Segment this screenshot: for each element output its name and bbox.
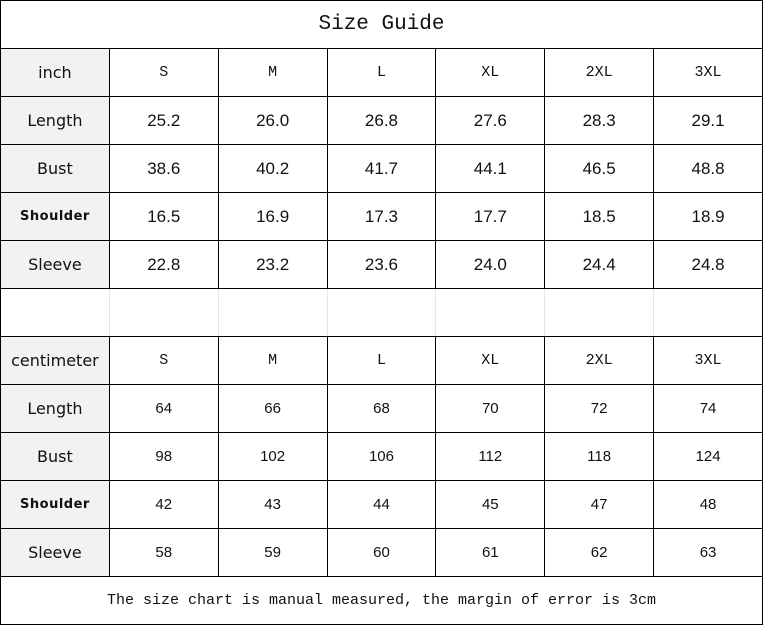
size-header: 2XL: [544, 48, 655, 97]
measurement-note: The size chart is manual measured, the m…: [0, 576, 763, 625]
size-header: L: [326, 336, 437, 385]
measurement-cell: 112: [435, 432, 546, 481]
measurement-cell: 18.9: [653, 192, 763, 241]
table-row: Bust 38.6 40.2 41.7 44.1 46.5 48.8: [0, 144, 763, 193]
measurement-cell: 17.7: [435, 192, 546, 241]
size-header: M: [217, 336, 328, 385]
table-row: Length 25.2 26.0 26.8 27.6 28.3 29.1: [0, 96, 763, 145]
measurement-cell: 72: [544, 384, 655, 433]
measurement-cell: 124: [653, 432, 763, 481]
measurement-cell: 74: [653, 384, 763, 433]
measurement-cell: 98: [108, 432, 219, 481]
measurement-cell: 68: [326, 384, 437, 433]
measurement-cell: 24.4: [544, 240, 655, 289]
measurement-cell: 43: [217, 480, 328, 529]
unit-label: inch: [0, 48, 110, 97]
table-row: Shoulder 16.5 16.9 17.3 17.7 18.5 18.9: [0, 192, 763, 241]
row-label: Shoulder: [0, 480, 110, 529]
measurement-cell: 48.8: [653, 144, 763, 193]
measurement-cell: 46.5: [544, 144, 655, 193]
measurement-cell: 38.6: [108, 144, 219, 193]
size-header: S: [108, 336, 219, 385]
row-label: Bust: [0, 144, 110, 193]
measurement-cell: 28.3: [544, 96, 655, 145]
empty-cell: [108, 288, 219, 337]
size-header: 3XL: [653, 336, 763, 385]
measurement-cell: 44.1: [435, 144, 546, 193]
note-row: The size chart is manual measured, the m…: [0, 576, 763, 625]
measurement-cell: 66: [217, 384, 328, 433]
measurement-cell: 40.2: [217, 144, 328, 193]
row-label: Bust: [0, 432, 110, 481]
table-row: Sleeve 58 59 60 61 62 63: [0, 528, 763, 577]
measurement-cell: 41.7: [326, 144, 437, 193]
measurement-cell: 59: [217, 528, 328, 577]
measurement-cell: 16.5: [108, 192, 219, 241]
measurement-cell: 63: [653, 528, 763, 577]
measurement-cell: 62: [544, 528, 655, 577]
row-label: Length: [0, 384, 110, 433]
inch-header-row: inch S M L XL 2XL 3XL: [0, 48, 763, 97]
measurement-cell: 64: [108, 384, 219, 433]
empty-cell: [653, 288, 763, 337]
table-row: Length 64 66 68 70 72 74: [0, 384, 763, 433]
measurement-cell: 70: [435, 384, 546, 433]
measurement-cell: 29.1: [653, 96, 763, 145]
measurement-cell: 61: [435, 528, 546, 577]
table-row: Shoulder 42 43 44 45 47 48: [0, 480, 763, 529]
measurement-cell: 45: [435, 480, 546, 529]
empty-cell: [326, 288, 437, 337]
measurement-cell: 24.8: [653, 240, 763, 289]
size-header: L: [326, 48, 437, 97]
measurement-cell: 22.8: [108, 240, 219, 289]
size-header: S: [108, 48, 219, 97]
measurement-cell: 23.2: [217, 240, 328, 289]
size-header: 3XL: [653, 48, 763, 97]
measurement-cell: 106: [326, 432, 437, 481]
empty-cell: [544, 288, 655, 337]
row-label: Sleeve: [0, 528, 110, 577]
measurement-cell: 42: [108, 480, 219, 529]
table-row: Bust 98 102 106 112 118 124: [0, 432, 763, 481]
empty-cell: [0, 288, 110, 337]
row-label: Length: [0, 96, 110, 145]
size-header: XL: [435, 48, 546, 97]
measurement-cell: 44: [326, 480, 437, 529]
spacer-row: [0, 288, 763, 337]
measurement-cell: 24.0: [435, 240, 546, 289]
measurement-cell: 118: [544, 432, 655, 481]
measurement-cell: 23.6: [326, 240, 437, 289]
measurement-cell: 26.0: [217, 96, 328, 145]
size-header: XL: [435, 336, 546, 385]
measurement-cell: 48: [653, 480, 763, 529]
measurement-cell: 60: [326, 528, 437, 577]
table-row: Sleeve 22.8 23.2 23.6 24.0 24.4 24.8: [0, 240, 763, 289]
measurement-cell: 47: [544, 480, 655, 529]
size-header: 2XL: [544, 336, 655, 385]
size-header: M: [217, 48, 328, 97]
empty-cell: [217, 288, 328, 337]
measurement-cell: 26.8: [326, 96, 437, 145]
cm-header-row: centimeter S M L XL 2XL 3XL: [0, 336, 763, 385]
measurement-cell: 58: [108, 528, 219, 577]
measurement-cell: 27.6: [435, 96, 546, 145]
measurement-cell: 18.5: [544, 192, 655, 241]
row-label: Sleeve: [0, 240, 110, 289]
measurement-cell: 102: [217, 432, 328, 481]
measurement-cell: 25.2: [108, 96, 219, 145]
row-label: Shoulder: [0, 192, 110, 241]
unit-label: centimeter: [0, 336, 110, 385]
empty-cell: [435, 288, 546, 337]
measurement-cell: 17.3: [326, 192, 437, 241]
measurement-cell: 16.9: [217, 192, 328, 241]
page-title: Size Guide: [0, 0, 763, 49]
